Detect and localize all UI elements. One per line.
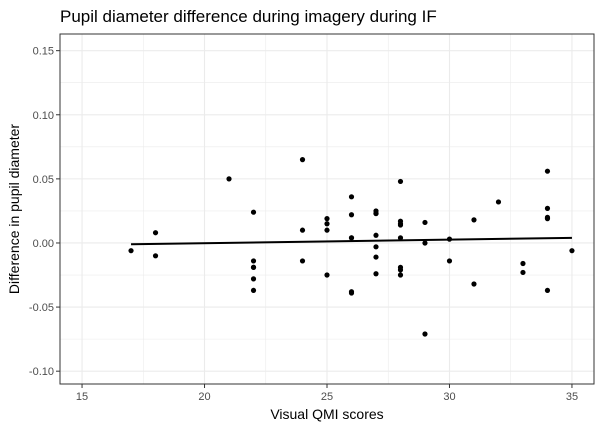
data-points — [128, 157, 575, 337]
data-point-5 — [250, 258, 257, 264]
x-tick-label-2: 25 — [321, 391, 333, 403]
x-axis-title: Visual QMI scores — [270, 406, 383, 422]
data-point-51 — [544, 216, 551, 222]
x-axis-ticks: 15 20 25 30 35 — [76, 384, 578, 403]
x-tick-label-4: 35 — [566, 391, 578, 403]
y-axis-title: Difference in pupil diameter — [6, 124, 22, 295]
data-point-7 — [250, 276, 257, 282]
data-point-21 — [348, 290, 355, 296]
data-point-47 — [520, 269, 526, 276]
data-point-41 — [446, 236, 453, 242]
chart-title: Pupil diameter difference during imagery… — [60, 7, 437, 26]
data-point-13 — [324, 216, 330, 222]
data-point-16 — [324, 272, 330, 278]
data-point-28 — [373, 271, 379, 277]
data-point-12 — [299, 258, 306, 264]
data-point-53 — [569, 248, 575, 254]
data-point-45 — [495, 199, 502, 205]
y-tick-label-1: -0.05 — [29, 302, 54, 314]
data-point-8 — [250, 287, 257, 294]
data-point-29 — [373, 210, 379, 217]
data-point-18 — [348, 212, 355, 218]
data-point-26 — [373, 244, 379, 250]
data-point-42 — [446, 258, 453, 264]
data-point-4 — [250, 209, 257, 215]
data-point-39 — [422, 240, 428, 246]
data-point-37 — [397, 272, 404, 278]
x-tick-label-3: 30 — [443, 391, 455, 403]
data-point-44 — [471, 281, 477, 287]
data-point-17 — [348, 194, 355, 200]
y-tick-label-0: -0.10 — [29, 366, 54, 378]
x-tick-label-1: 20 — [198, 391, 210, 403]
data-point-3 — [226, 176, 232, 182]
y-tick-label-4: 0.10 — [33, 110, 54, 122]
data-point-25 — [373, 232, 379, 238]
y-tick-label-3: 0.05 — [33, 174, 54, 186]
data-point-10 — [299, 157, 306, 163]
data-point-36 — [397, 267, 404, 273]
data-point-22 — [348, 235, 355, 241]
data-point-9 — [250, 264, 257, 270]
data-point-34 — [397, 235, 404, 241]
y-tick-label-2: 0.00 — [33, 238, 54, 250]
data-point-43 — [471, 217, 477, 223]
data-point-49 — [544, 205, 551, 211]
data-point-2 — [152, 253, 159, 259]
data-point-48 — [544, 168, 551, 174]
data-point-40 — [422, 331, 428, 337]
data-point-11 — [299, 227, 306, 233]
data-point-0 — [128, 248, 134, 254]
data-point-33 — [397, 222, 404, 228]
data-point-30 — [397, 178, 404, 185]
fit-line — [131, 236, 572, 246]
y-axis-ticks: -0.10 -0.05 0.00 0.05 0.10 0.15 — [29, 46, 60, 378]
fit-line-group — [131, 236, 572, 246]
grid-major — [60, 34, 594, 384]
y-tick-label-5: 0.15 — [33, 46, 54, 58]
data-point-46 — [520, 260, 526, 267]
data-point-38 — [422, 219, 428, 226]
data-point-14 — [324, 221, 330, 227]
data-point-15 — [324, 227, 330, 233]
x-tick-label-0: 15 — [76, 391, 88, 403]
data-point-27 — [373, 254, 379, 260]
data-point-52 — [544, 287, 551, 294]
data-point-1 — [152, 230, 159, 236]
